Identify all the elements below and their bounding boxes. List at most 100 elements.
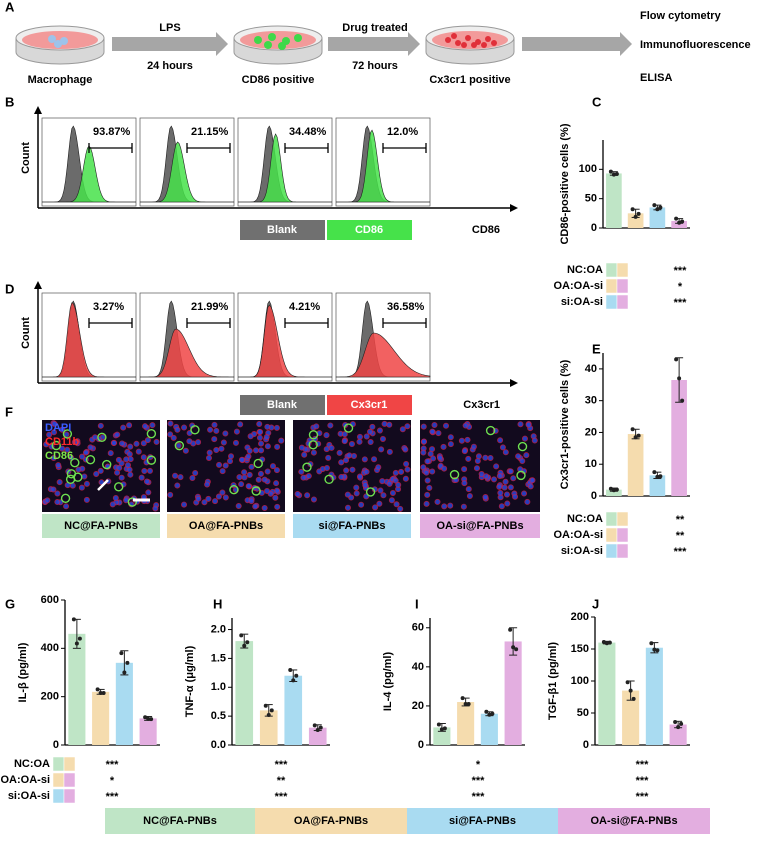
- data-point: [677, 376, 682, 381]
- group-label: NC@FA-PNBs: [143, 815, 217, 827]
- nucleus: [323, 432, 330, 439]
- nucleus: [328, 444, 335, 451]
- cell: [60, 37, 68, 45]
- cd86-cell: [253, 458, 263, 469]
- nucleus: [272, 494, 279, 501]
- gate-percentage: 21.99%: [191, 301, 229, 313]
- nucleus: [182, 447, 189, 454]
- histogram-frame: [139, 117, 235, 207]
- data-point: [266, 712, 271, 717]
- comparison-swatch: [616, 294, 629, 310]
- data-point: [655, 648, 660, 653]
- panel-letter: D: [5, 281, 14, 296]
- cd86-cell: [102, 459, 112, 470]
- nucleus: [361, 456, 368, 463]
- nucleus: [261, 504, 268, 511]
- data-point: [658, 205, 663, 210]
- cell: [481, 42, 487, 48]
- bar: [627, 434, 644, 496]
- nucleus: [64, 446, 71, 453]
- nucleus: [220, 439, 227, 446]
- cd86-cell: [308, 430, 319, 440]
- nucleus: [461, 448, 468, 455]
- legend-label: CD86: [355, 224, 383, 236]
- data-point: [608, 486, 613, 491]
- cd86-cell: [229, 485, 239, 495]
- comparison-swatch: [63, 756, 76, 772]
- y-tick-label: 0: [591, 222, 597, 234]
- histogram-frame: [41, 292, 137, 382]
- histogram-stained: [335, 332, 431, 378]
- nucleus: [192, 469, 199, 476]
- nucleus: [423, 500, 430, 507]
- nucleus: [341, 431, 348, 438]
- gate-percentage: 21.15%: [191, 126, 229, 138]
- nucleus: [393, 501, 400, 508]
- y-tick-label: 0: [583, 739, 589, 751]
- data-point: [630, 427, 635, 432]
- group-swatch: [407, 808, 558, 834]
- nucleus: [367, 428, 374, 435]
- nucleus: [367, 439, 374, 446]
- data-point: [74, 641, 79, 646]
- nucleus: [264, 487, 271, 494]
- nucleus: [232, 439, 239, 446]
- nucleus: [222, 462, 229, 469]
- nucleus: [404, 466, 411, 473]
- comparison-swatch: [616, 278, 629, 294]
- group-label: OA-si@FA-PNBs: [590, 815, 677, 827]
- y-axis-label: TGF-β1 (pg/ml): [547, 642, 559, 721]
- nucleus: [499, 444, 506, 451]
- nucleus: [236, 474, 243, 481]
- panel-letter: E: [592, 341, 601, 356]
- bar: [92, 691, 110, 745]
- data-point: [294, 673, 299, 678]
- nucleus: [81, 473, 88, 480]
- data-point: [604, 641, 609, 646]
- cd86-cell: [70, 457, 80, 468]
- nucleus: [363, 433, 370, 440]
- data-point: [263, 703, 268, 708]
- nucleus: [420, 449, 427, 456]
- data-point: [146, 716, 151, 721]
- nucleus: [233, 428, 240, 435]
- cd86-cell: [97, 432, 107, 442]
- nucleus: [274, 503, 281, 510]
- panel-letter: B: [5, 94, 14, 109]
- cd86-cell: [73, 472, 83, 482]
- data-point: [119, 651, 124, 656]
- nucleus: [441, 465, 448, 472]
- nucleus: [310, 449, 317, 456]
- y-tick-label: 1.0: [211, 681, 226, 693]
- cd86-cell: [174, 440, 185, 451]
- gate-percentage: 36.58%: [387, 301, 425, 313]
- bar: [622, 690, 640, 745]
- nucleus: [397, 505, 404, 512]
- significance: ***: [674, 265, 688, 277]
- nucleus: [50, 429, 57, 436]
- nucleus: [152, 505, 159, 512]
- cell: [451, 33, 457, 39]
- significance: *: [476, 759, 481, 771]
- data-point: [652, 647, 657, 652]
- bar: [235, 641, 254, 745]
- data-point: [143, 715, 148, 720]
- cd86-cell: [308, 440, 318, 450]
- nucleus: [174, 482, 181, 489]
- nucleus: [323, 446, 330, 453]
- data-point: [655, 474, 660, 479]
- data-point: [269, 708, 274, 713]
- legend-label: Blank: [267, 224, 298, 236]
- axis-arrowhead: [510, 379, 518, 387]
- nucleus: [424, 491, 431, 498]
- nucleus: [346, 452, 353, 459]
- cd86-cell: [62, 429, 73, 439]
- nucleus: [380, 492, 387, 499]
- cd86-cell: [343, 423, 354, 433]
- y-tick-label: 200: [41, 691, 59, 703]
- nucleus: [143, 478, 150, 485]
- panel-letter: A: [5, 0, 15, 14]
- nucleus: [127, 443, 134, 450]
- nucleus: [325, 454, 332, 461]
- y-tick-label: 600: [41, 594, 59, 606]
